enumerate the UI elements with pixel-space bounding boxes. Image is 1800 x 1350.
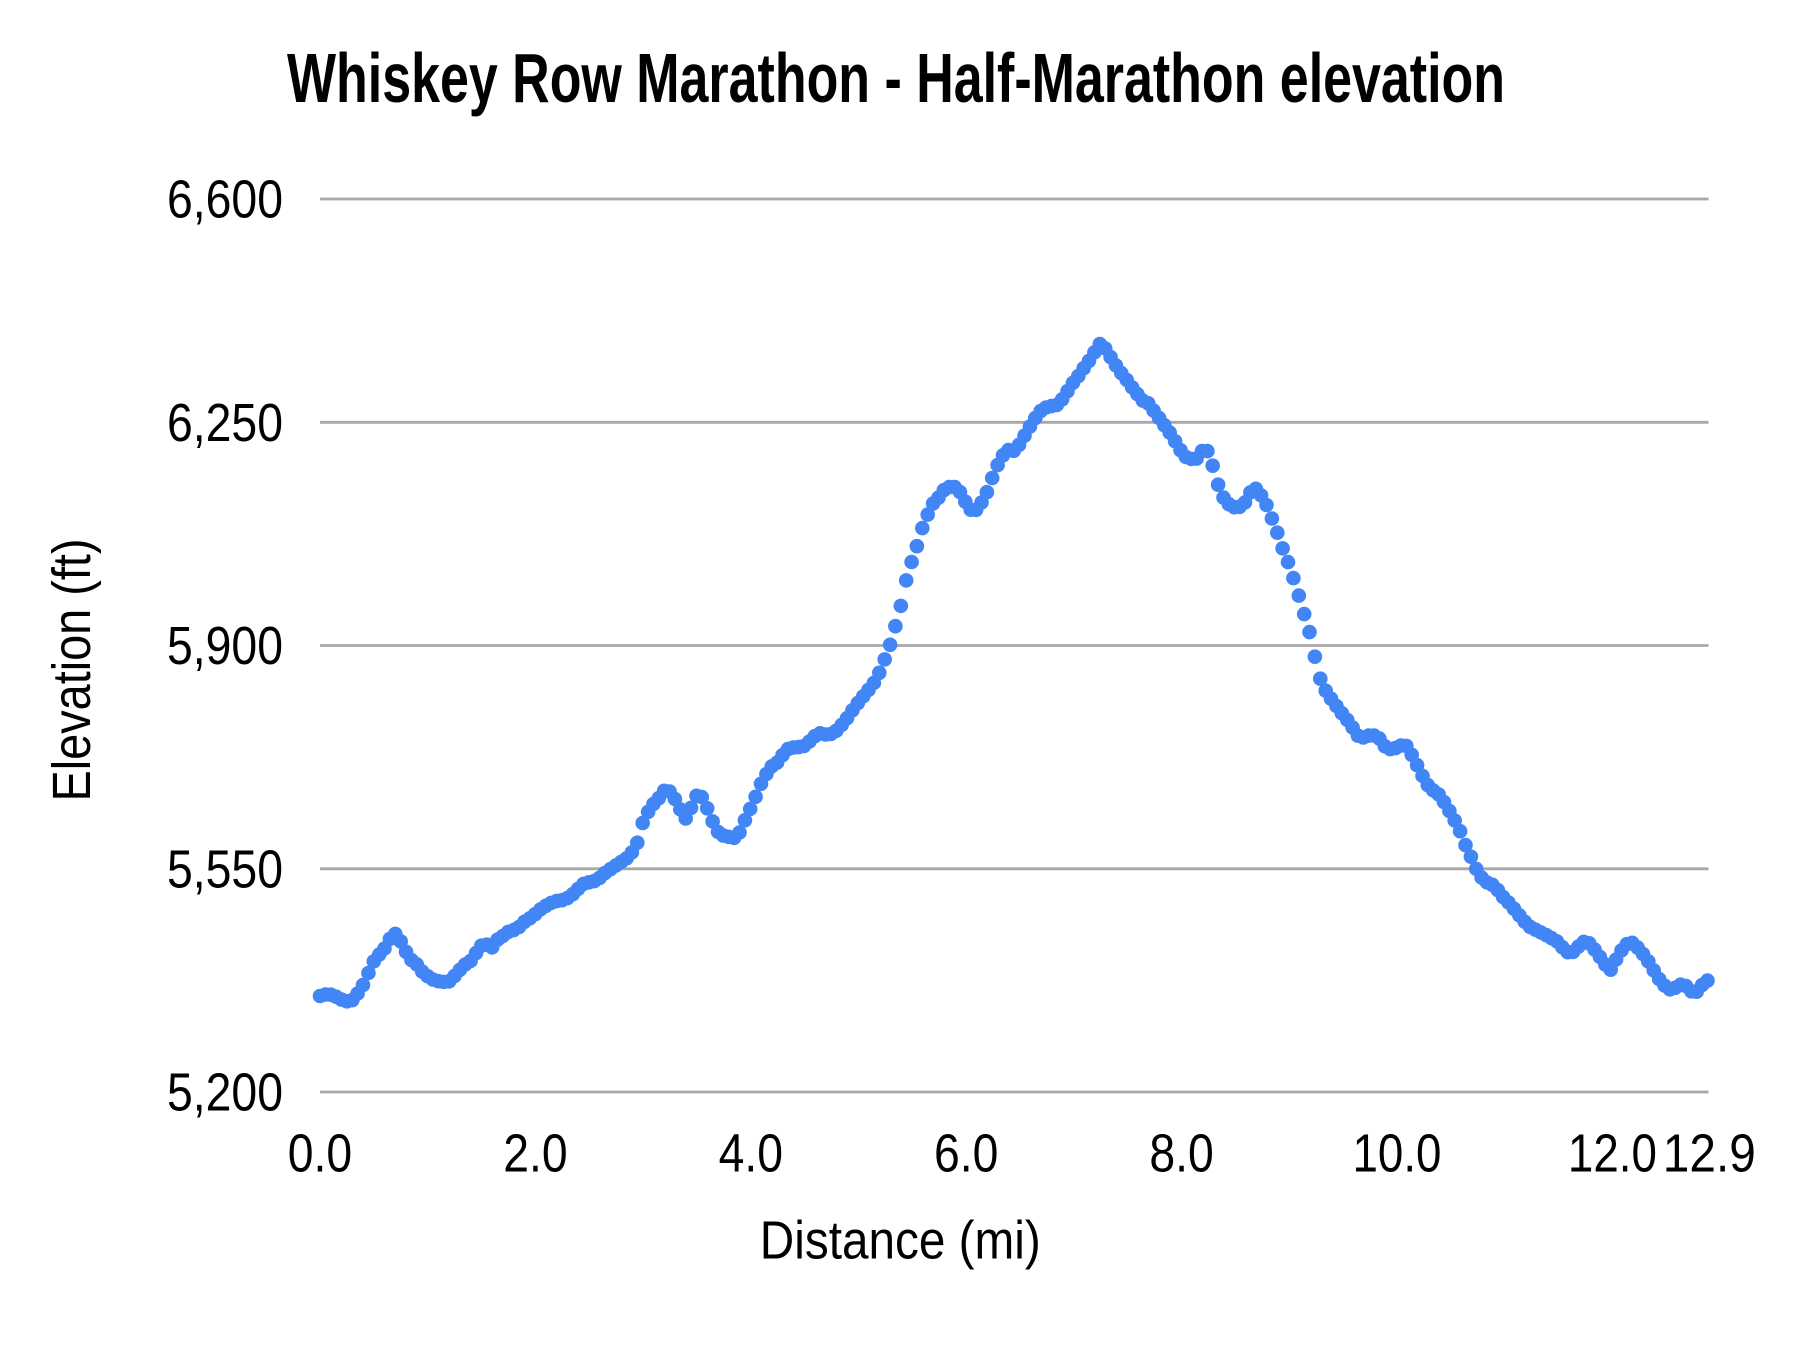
svg-text:6,250: 6,250 — [167, 393, 283, 453]
svg-text:8.0: 8.0 — [1149, 1123, 1213, 1183]
svg-text:10.0: 10.0 — [1353, 1123, 1442, 1183]
svg-text:5,550: 5,550 — [167, 839, 283, 899]
svg-text:12.0: 12.0 — [1568, 1123, 1657, 1183]
svg-text:0.0: 0.0 — [288, 1123, 352, 1183]
svg-text:5,200: 5,200 — [167, 1063, 283, 1123]
svg-text:Whiskey Row Marathon - Half-Ma: Whiskey Row Marathon - Half-Marathon ele… — [287, 39, 1505, 117]
svg-text:6.0: 6.0 — [934, 1123, 998, 1183]
svg-text:2.0: 2.0 — [503, 1123, 567, 1183]
svg-text:Distance (mi): Distance (mi) — [760, 1211, 1041, 1271]
svg-text:5,900: 5,900 — [167, 616, 283, 676]
svg-text:Elevation (ft): Elevation (ft) — [42, 539, 102, 802]
svg-text:6,600: 6,600 — [167, 170, 283, 230]
svg-text:4.0: 4.0 — [719, 1123, 783, 1183]
svg-text:12.9: 12.9 — [1663, 1123, 1756, 1183]
